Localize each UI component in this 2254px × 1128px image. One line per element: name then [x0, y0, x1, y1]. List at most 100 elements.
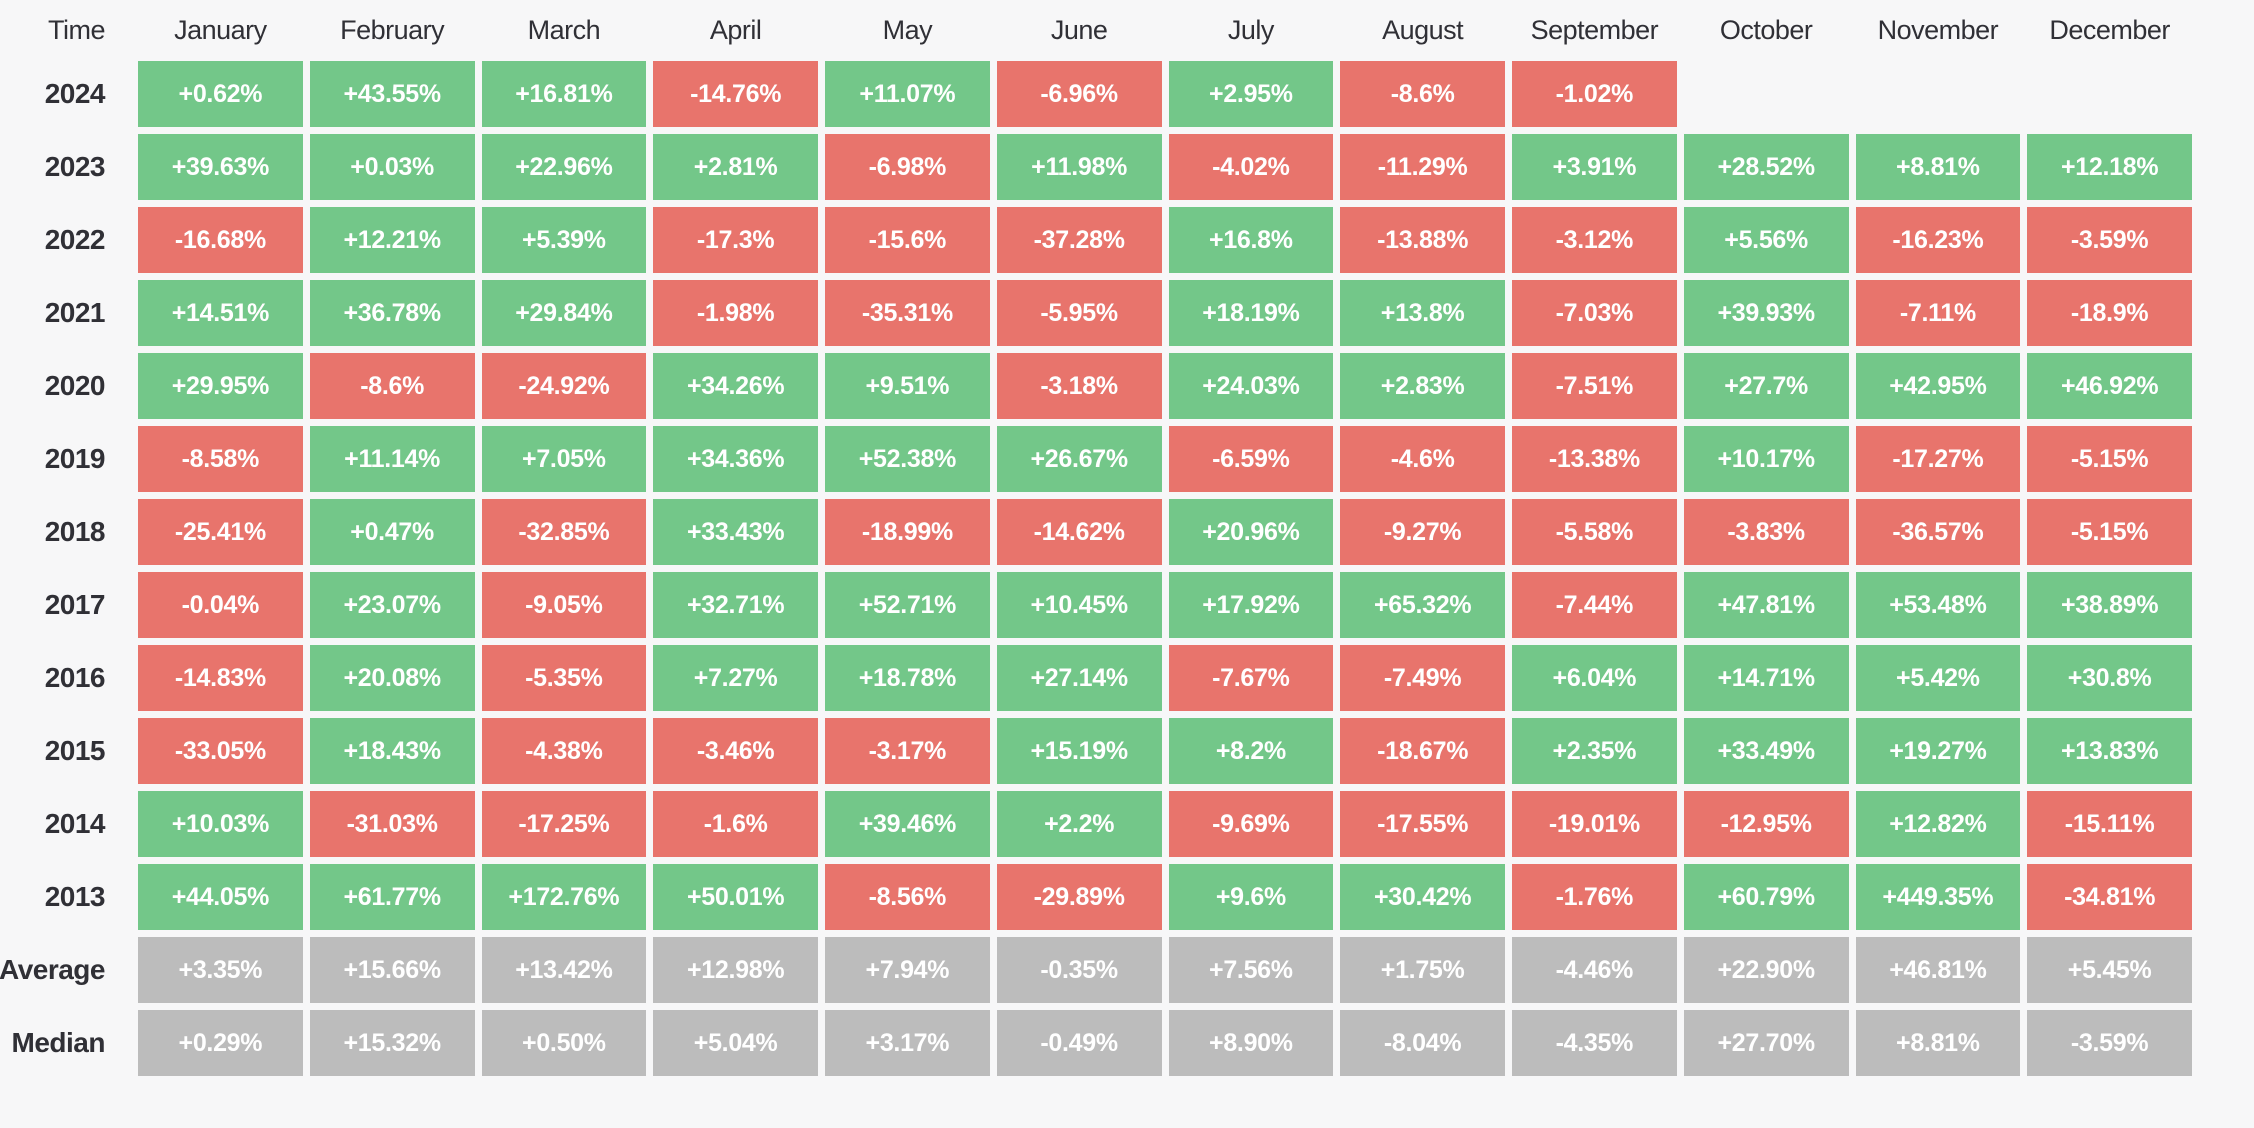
return-cell: -25.41% [138, 499, 303, 565]
return-cell: +22.90% [1683, 937, 1849, 1003]
return-cell: -7.44% [1512, 572, 1677, 638]
return-cell: -5.15% [2027, 426, 2192, 492]
column-header-march: March [527, 14, 601, 45]
return-cell: -9.69% [1168, 791, 1334, 857]
return-cell: -1.76% [1512, 864, 1677, 930]
return-cell: -16.23% [1855, 207, 2021, 273]
return-cell: +15.19% [996, 718, 1162, 784]
return-cell: -5.95% [996, 280, 1162, 346]
return-cell: +8.2% [1168, 718, 1334, 784]
return-cell: -14.76% [653, 61, 818, 127]
monthly-returns-heatmap: Time January February March April May Ju… [0, 14, 2192, 1076]
return-cell: +10.45% [996, 572, 1162, 638]
return-cell: +6.04% [1512, 645, 1677, 711]
return-cell: +20.96% [1168, 499, 1334, 565]
return-cell: +449.35% [1855, 864, 2021, 930]
row-label: 2013 [44, 881, 106, 912]
return-cell: -3.59% [2027, 207, 2192, 273]
row-label: 2022 [44, 224, 106, 255]
table-row-2015: 2015 -33.05% +18.43% -4.38% -3.46% -3.17% +15… [0, 718, 2192, 784]
table-row-2022: 2022 -16.68% +12.21% +5.39% -17.3% -15.6% -37… [0, 207, 2192, 273]
return-cell: -29.89% [996, 864, 1162, 930]
row-label: 2020 [44, 370, 106, 401]
return-cell: +2.95% [1168, 61, 1334, 127]
return-cell: +8.81% [1855, 1010, 2021, 1076]
return-cell: -14.62% [996, 499, 1162, 565]
return-cell: +7.94% [825, 937, 990, 1003]
return-cell: +19.27% [1855, 718, 2021, 784]
table-row-average: Average +3.35% +15.66% +13.42% +12.98% +7.94… [0, 937, 2192, 1003]
return-cell: -16.68% [138, 207, 303, 273]
return-cell: -8.58% [138, 426, 303, 492]
return-cell: +42.95% [1855, 353, 2021, 419]
return-cell: +39.46% [825, 791, 990, 857]
return-cell: -1.02% [1512, 61, 1677, 127]
return-cell: -7.03% [1512, 280, 1677, 346]
column-header-december: December [2049, 14, 2170, 45]
return-cell: -37.28% [996, 207, 1162, 273]
table-row-2017: 2017 -0.04% +23.07% -9.05% +32.71% +52.71% +1… [0, 572, 2192, 638]
column-header-may: May [882, 14, 933, 45]
return-cell: +16.8% [1168, 207, 1334, 273]
column-header-june: June [1050, 14, 1108, 45]
return-cell: +46.81% [1855, 937, 2021, 1003]
return-cell: -5.58% [1512, 499, 1677, 565]
return-cell: +3.35% [138, 937, 303, 1003]
return-cell: -18.99% [825, 499, 990, 565]
return-cell: +43.55% [309, 61, 475, 127]
return-cell: +0.47% [309, 499, 475, 565]
return-cell: -1.98% [653, 280, 818, 346]
return-cell: +24.03% [1168, 353, 1334, 419]
return-cell: -6.59% [1168, 426, 1334, 492]
table-row-2013: 2013 +44.05% +61.77% +172.76% +50.01% -8.56%… [0, 864, 2192, 930]
table-row-2014: 2014 +10.03% -31.03% -17.25% -1.6% +39.46% +2… [0, 791, 2192, 857]
return-cell: -8.56% [825, 864, 990, 930]
return-cell: -8.04% [1340, 1010, 1505, 1076]
return-cell: +46.92% [2027, 353, 2192, 419]
return-cell: +29.84% [481, 280, 647, 346]
table-row-2023: 2023 +39.63% +0.03% +22.96% +2.81% -6.98% +11… [0, 134, 2192, 200]
return-cell: +52.38% [825, 426, 990, 492]
return-cell: +0.03% [309, 134, 475, 200]
return-cell: -18.67% [1340, 718, 1505, 784]
return-cell: +5.45% [2027, 937, 2192, 1003]
return-cell: +53.48% [1855, 572, 2021, 638]
table-row-2016: 2016 -14.83% +20.08% -5.35% +7.27% +18.78% +2… [0, 645, 2192, 711]
return-cell: -3.83% [1683, 499, 1849, 565]
return-cell: +39.93% [1683, 280, 1849, 346]
row-label: 2014 [44, 808, 106, 839]
return-cell: +23.07% [309, 572, 475, 638]
return-cell: +14.51% [138, 280, 303, 346]
column-header-november: November [1877, 14, 1999, 45]
row-label: 2024 [44, 78, 106, 109]
return-cell: +22.96% [481, 134, 647, 200]
column-header-january: January [174, 14, 267, 45]
return-cell: -11.29% [1340, 134, 1505, 200]
return-cell: +38.89% [2027, 572, 2192, 638]
return-cell: -9.05% [481, 572, 647, 638]
return-cell: +60.79% [1683, 864, 1849, 930]
return-cell: +15.32% [309, 1010, 475, 1076]
return-cell: +15.66% [309, 937, 475, 1003]
table-row-2018: 2018 -25.41% +0.47% -32.85% +33.43% -18.99% -… [0, 499, 2192, 565]
return-cell: +9.6% [1168, 864, 1334, 930]
return-cell: -31.03% [309, 791, 475, 857]
return-cell: +18.78% [825, 645, 990, 711]
return-cell: +44.05% [138, 864, 303, 930]
return-cell: +28.52% [1683, 134, 1849, 200]
return-cell: -0.49% [996, 1010, 1162, 1076]
return-cell: -7.49% [1340, 645, 1505, 711]
return-cell: +172.76% [481, 864, 647, 930]
return-cell: +65.32% [1340, 572, 1505, 638]
return-cell: -32.85% [481, 499, 647, 565]
return-cell: +1.75% [1340, 937, 1505, 1003]
return-cell: -3.46% [653, 718, 818, 784]
return-cell: +47.81% [1683, 572, 1849, 638]
return-cell: +2.81% [653, 134, 818, 200]
row-label: 2021 [44, 297, 106, 328]
return-cell: -19.01% [1512, 791, 1677, 857]
return-cell: +7.56% [1168, 937, 1334, 1003]
return-cell: -17.3% [653, 207, 818, 273]
row-label: Median [11, 1027, 106, 1058]
return-cell: +11.14% [309, 426, 475, 492]
